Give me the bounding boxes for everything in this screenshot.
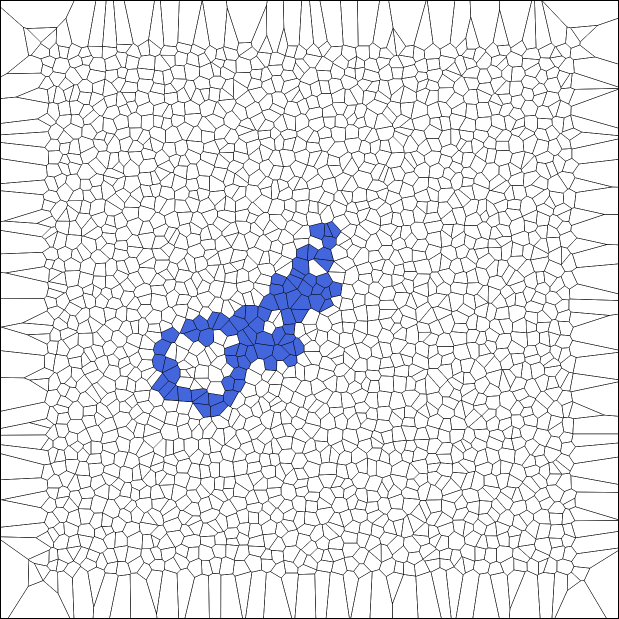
voronoi-cell bbox=[0, 298, 48, 328]
voronoi-cell bbox=[571, 433, 619, 448]
voronoi-cell bbox=[298, 0, 314, 51]
voronoi-cell bbox=[283, 0, 302, 47]
voronoi-cell bbox=[572, 414, 619, 435]
voronoi-cell bbox=[569, 456, 619, 485]
voronoi-cell bbox=[319, 0, 344, 48]
voronoi-cell bbox=[81, 361, 99, 376]
voronoi-cell bbox=[7, 580, 71, 619]
voronoi-cell bbox=[426, 0, 456, 50]
voronoi-cell bbox=[572, 244, 619, 268]
voronoi-cell bbox=[571, 520, 619, 539]
voronoi-cell bbox=[499, 0, 533, 49]
voronoi-cell bbox=[340, 0, 359, 49]
voronoi-cell bbox=[554, 580, 608, 619]
voronoi-cell bbox=[309, 0, 328, 49]
voronoi-cell bbox=[570, 475, 619, 493]
voronoi-cell bbox=[123, 0, 155, 47]
highlighted-cell bbox=[177, 385, 193, 403]
voronoi-cell bbox=[521, 0, 537, 50]
voronoi-cell bbox=[113, 0, 134, 45]
voronoi-cell bbox=[568, 340, 619, 358]
voronoi-cell bbox=[148, 0, 165, 50]
voronoi-cell bbox=[569, 313, 619, 351]
voronoi-cell bbox=[571, 138, 619, 165]
voronoi-cell bbox=[571, 263, 619, 295]
voronoi-cell bbox=[574, 491, 619, 521]
voronoi-cell bbox=[573, 56, 619, 88]
voronoi-cell bbox=[160, 0, 180, 47]
voronoi-cell bbox=[570, 24, 599, 43]
voronoi-cell bbox=[193, 377, 211, 390]
voronoi-cell bbox=[302, 554, 318, 571]
highlighted-cell bbox=[328, 281, 343, 298]
voronoi-cell bbox=[21, 310, 55, 326]
voronoi-cell bbox=[26, 27, 58, 43]
voronoi-cell bbox=[571, 531, 619, 554]
voronoi-cell bbox=[192, 0, 211, 51]
voronoi-cell bbox=[570, 114, 619, 136]
voronoi-cell bbox=[357, 0, 380, 47]
voronoi-cell bbox=[568, 442, 619, 464]
voronoi-cell bbox=[0, 272, 49, 299]
voronoi-cell bbox=[569, 283, 619, 301]
voronoi-cell bbox=[413, 0, 434, 51]
voronoi-cell bbox=[570, 72, 619, 90]
voronoi-cell bbox=[569, 372, 619, 393]
voronoi-cell bbox=[177, 0, 203, 46]
voronoi-cell bbox=[388, 0, 427, 47]
voronoi-cell bbox=[568, 88, 619, 107]
voronoi-cell bbox=[569, 131, 619, 150]
voronoi-cell bbox=[568, 506, 619, 522]
voronoi-cell bbox=[0, 326, 49, 356]
voronoi-cell bbox=[445, 61, 462, 77]
voronoi-cell bbox=[102, 0, 118, 49]
